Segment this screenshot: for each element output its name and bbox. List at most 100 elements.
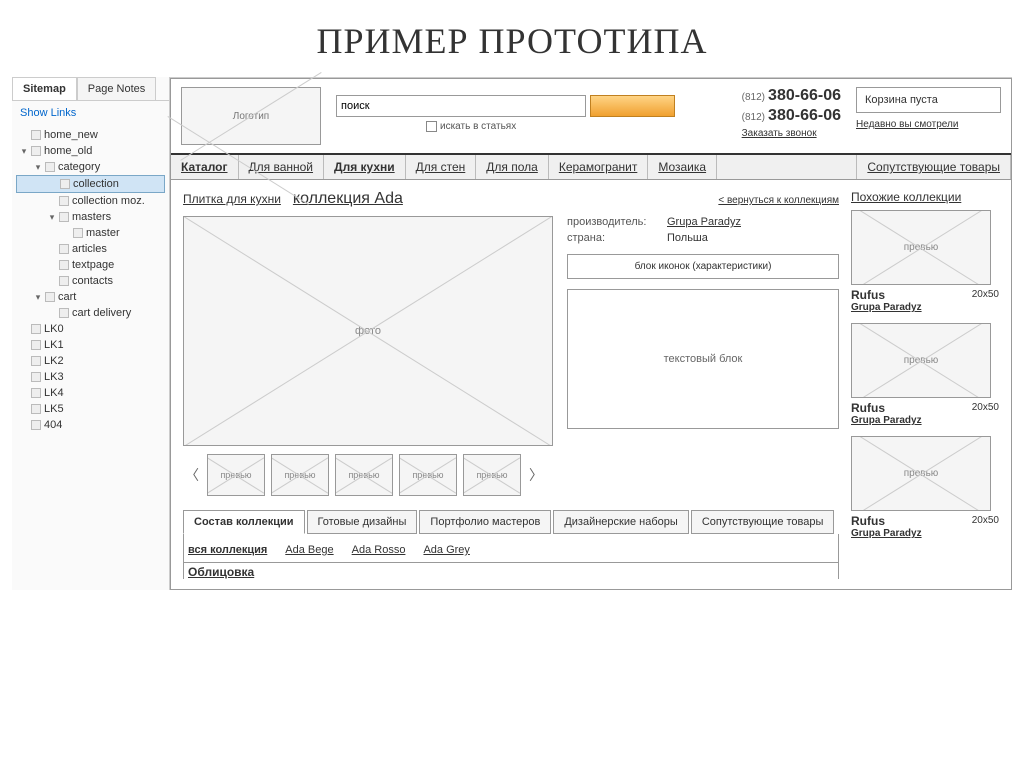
- similar-item[interactable]: превью Rufus 20x50 Grupa Paradyz: [851, 323, 999, 426]
- sidebar: Sitemap Page Notes Show Links home_new▾h…: [12, 77, 170, 590]
- country-value: Польша: [667, 232, 708, 244]
- tree-item[interactable]: 404: [16, 417, 165, 433]
- page-icon: [73, 228, 83, 238]
- tree-item[interactable]: ▾masters: [16, 209, 165, 225]
- search-articles-checkbox[interactable]: [426, 121, 437, 132]
- main-nav: КаталогДля ваннойДля кухниДля стенДля по…: [171, 153, 1011, 180]
- filter-link[interactable]: вся коллекция: [188, 544, 267, 556]
- tree-item[interactable]: LK2: [16, 353, 165, 369]
- page-icon: [59, 196, 69, 206]
- page-icon: [31, 340, 41, 350]
- tree-item[interactable]: ▾category: [16, 159, 165, 175]
- tree-item[interactable]: contacts: [16, 273, 165, 289]
- nav-item[interactable]: Для пола: [476, 155, 549, 179]
- similar-size: 20x50: [972, 515, 999, 526]
- content-tab[interactable]: Дизайнерские наборы: [553, 510, 688, 534]
- page-icon: [31, 324, 41, 334]
- page-icon: [59, 244, 69, 254]
- nav-item[interactable]: Мозаика: [648, 155, 717, 179]
- nav-item[interactable]: Для ванной: [239, 155, 325, 179]
- content-tab[interactable]: Готовые дизайны: [307, 510, 418, 534]
- page-icon: [31, 146, 41, 156]
- slide-title: ПРИМЕР ПРОТОТИПА: [0, 0, 1024, 77]
- page-icon: [45, 292, 55, 302]
- sidebar-tabs: Sitemap Page Notes: [12, 77, 169, 101]
- search-button[interactable]: [590, 95, 675, 117]
- similar-title: Похожие коллекции: [851, 190, 999, 204]
- tree-item[interactable]: ▾cart: [16, 289, 165, 305]
- tree-toggle-icon: ▾: [48, 212, 56, 223]
- tree-item[interactable]: LK4: [16, 385, 165, 401]
- tab-page-notes[interactable]: Page Notes: [77, 77, 156, 100]
- canvas: Логотип искать в статьях (812) 380-66-06…: [170, 77, 1012, 590]
- similar-thumb[interactable]: превью: [851, 323, 991, 398]
- similar-brand[interactable]: Grupa Paradyz: [851, 415, 999, 426]
- tree-item[interactable]: LK3: [16, 369, 165, 385]
- filter-link[interactable]: Ada Bege: [285, 544, 333, 556]
- thumb[interactable]: превью: [271, 454, 329, 496]
- tree-item[interactable]: collection moz.: [16, 193, 165, 209]
- text-block: текстовый блок: [567, 289, 839, 429]
- recent-link[interactable]: Недавно вы смотрели: [856, 119, 1001, 130]
- search-input[interactable]: [336, 95, 586, 117]
- similar-brand[interactable]: Grupa Paradyz: [851, 302, 999, 313]
- breadcrumb-category[interactable]: Плитка для кухни: [183, 192, 281, 206]
- thumbs-prev[interactable]: 〈: [183, 465, 201, 485]
- page-icon: [31, 420, 41, 430]
- callback-link[interactable]: Заказать звонок: [742, 128, 841, 139]
- similar-size: 20x50: [972, 402, 999, 413]
- content-tab[interactable]: Состав коллекции: [183, 510, 305, 534]
- nav-item[interactable]: Для кухни: [324, 155, 406, 179]
- tree-item[interactable]: LK0: [16, 321, 165, 337]
- thumb[interactable]: превью: [207, 454, 265, 496]
- page-icon: [59, 260, 69, 270]
- similar-item[interactable]: превьюRufus20x50Grupa Paradyz: [851, 436, 999, 539]
- filter-link[interactable]: Ada Grey: [423, 544, 469, 556]
- similar-brand[interactable]: Grupa Paradyz: [851, 528, 999, 539]
- nav-item[interactable]: Керамогранит: [549, 155, 649, 179]
- phones: (812) 380-66-06 (812) 380-66-06 Заказать…: [742, 87, 841, 139]
- cart-box[interactable]: Корзина пуста: [856, 87, 1001, 113]
- tree-item[interactable]: LK1: [16, 337, 165, 353]
- page-icon: [31, 388, 41, 398]
- tree-item[interactable]: ▾home_old: [16, 143, 165, 159]
- tree-toggle-icon: ▾: [34, 162, 42, 173]
- similar-thumb[interactable]: превью: [851, 436, 991, 511]
- filter-link[interactable]: Ada Rosso: [352, 544, 406, 556]
- product-photo[interactable]: фото: [183, 216, 553, 446]
- thumb[interactable]: превью: [463, 454, 521, 496]
- logo-placeholder[interactable]: Логотип: [181, 87, 321, 145]
- thumbs-next[interactable]: 〉: [527, 465, 545, 485]
- tree-item[interactable]: collection: [16, 175, 165, 193]
- tree-item[interactable]: LK5: [16, 401, 165, 417]
- page-icon: [59, 308, 69, 318]
- info-label: страна:: [567, 232, 657, 244]
- info-label: производитель:: [567, 216, 657, 228]
- nav-item[interactable]: Для стен: [406, 155, 477, 179]
- manufacturer-link[interactable]: Grupa Paradyz: [667, 216, 741, 228]
- thumb[interactable]: превью: [335, 454, 393, 496]
- content-tab[interactable]: Сопутствующие товары: [691, 510, 835, 534]
- page-icon: [31, 130, 41, 140]
- tree-item[interactable]: cart delivery: [16, 305, 165, 321]
- tree-item[interactable]: articles: [16, 241, 165, 257]
- tree-item[interactable]: textpage: [16, 257, 165, 273]
- thumb[interactable]: превью: [399, 454, 457, 496]
- back-link[interactable]: < вернуться к коллекциям: [718, 195, 839, 206]
- page-icon: [45, 162, 55, 172]
- filters: вся коллекция Ada Bege Ada Rosso Ada Grey: [183, 534, 839, 563]
- nav-item[interactable]: Сопутствующие товары: [856, 155, 1011, 179]
- tree-toggle-icon: ▾: [34, 292, 42, 303]
- tree-item[interactable]: home_new: [16, 127, 165, 143]
- similar-thumb[interactable]: превью: [851, 210, 991, 285]
- similar-item[interactable]: превьюRufus20x50Grupa Paradyz: [851, 210, 999, 313]
- content-tabs: Состав коллекцииГотовые дизайныПортфолио…: [183, 510, 839, 534]
- tree-item[interactable]: master: [16, 225, 165, 241]
- section-label: Облицовка: [183, 563, 839, 579]
- tab-sitemap[interactable]: Sitemap: [12, 77, 77, 100]
- show-links[interactable]: Show Links: [12, 101, 169, 125]
- similar-name: Rufus: [851, 401, 885, 415]
- characteristics-block: блок иконок (характеристики): [567, 254, 839, 279]
- content-tab[interactable]: Портфолио мастеров: [419, 510, 551, 534]
- page-icon: [31, 372, 41, 382]
